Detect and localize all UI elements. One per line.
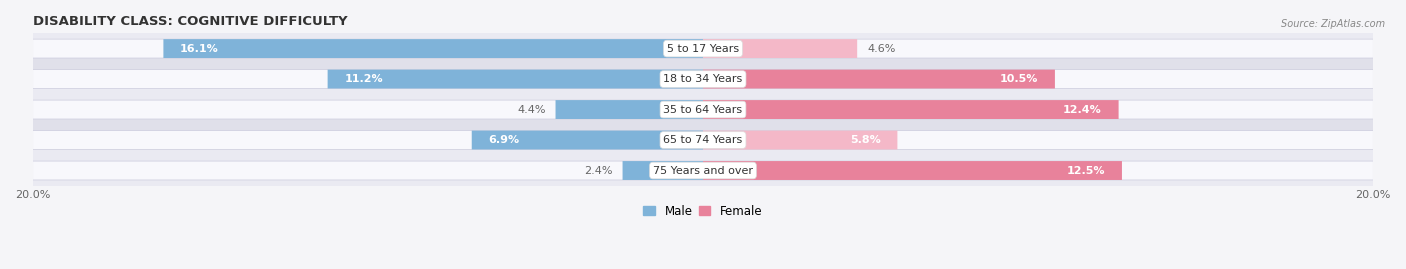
Text: 12.5%: 12.5%	[1067, 165, 1105, 176]
Text: 11.2%: 11.2%	[344, 74, 382, 84]
Text: 18 to 34 Years: 18 to 34 Years	[664, 74, 742, 84]
FancyBboxPatch shape	[472, 130, 703, 150]
FancyBboxPatch shape	[32, 161, 1374, 180]
FancyBboxPatch shape	[32, 119, 1374, 161]
FancyBboxPatch shape	[703, 100, 1119, 119]
Text: 2.4%: 2.4%	[583, 165, 613, 176]
FancyBboxPatch shape	[328, 70, 703, 89]
FancyBboxPatch shape	[555, 100, 703, 119]
Text: 16.1%: 16.1%	[180, 44, 219, 54]
Text: 5 to 17 Years: 5 to 17 Years	[666, 44, 740, 54]
FancyBboxPatch shape	[703, 161, 1122, 180]
FancyBboxPatch shape	[32, 70, 1374, 89]
Text: 65 to 74 Years: 65 to 74 Years	[664, 135, 742, 145]
Text: 5.8%: 5.8%	[849, 135, 880, 145]
Text: DISABILITY CLASS: COGNITIVE DIFFICULTY: DISABILITY CLASS: COGNITIVE DIFFICULTY	[32, 15, 347, 28]
Legend: Male, Female: Male, Female	[638, 200, 768, 222]
Text: 4.6%: 4.6%	[868, 44, 896, 54]
Text: Source: ZipAtlas.com: Source: ZipAtlas.com	[1281, 19, 1385, 29]
FancyBboxPatch shape	[32, 100, 1374, 119]
Text: 6.9%: 6.9%	[488, 135, 520, 145]
Text: 12.4%: 12.4%	[1063, 105, 1102, 115]
FancyBboxPatch shape	[623, 161, 703, 180]
FancyBboxPatch shape	[32, 27, 1374, 70]
Text: 35 to 64 Years: 35 to 64 Years	[664, 105, 742, 115]
FancyBboxPatch shape	[703, 130, 897, 150]
FancyBboxPatch shape	[703, 70, 1054, 89]
Text: 4.4%: 4.4%	[517, 105, 546, 115]
FancyBboxPatch shape	[32, 150, 1374, 192]
FancyBboxPatch shape	[163, 39, 703, 58]
FancyBboxPatch shape	[703, 39, 858, 58]
FancyBboxPatch shape	[32, 130, 1374, 150]
FancyBboxPatch shape	[32, 39, 1374, 58]
FancyBboxPatch shape	[32, 89, 1374, 130]
Text: 10.5%: 10.5%	[1000, 74, 1038, 84]
FancyBboxPatch shape	[32, 58, 1374, 100]
Text: 75 Years and over: 75 Years and over	[652, 165, 754, 176]
